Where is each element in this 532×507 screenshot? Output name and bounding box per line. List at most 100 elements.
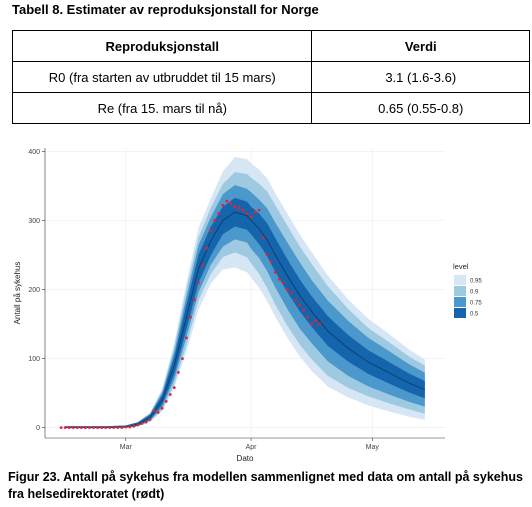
observed-point [67,426,71,430]
table-cell: 3.1 (1.6-3.6) [311,61,530,93]
table-cell: 0.65 (0.55-0.8) [311,92,530,124]
observed-point [193,298,196,302]
observed-point [185,336,188,340]
observed-point [116,426,120,430]
observed-point [148,417,152,421]
table-row: Re (fra 15. mars til nå) 0.65 (0.55-0.8) [11,92,530,124]
observed-point [63,426,67,430]
observed-point [128,425,132,429]
observed-point [108,426,112,430]
observed-point [302,308,305,312]
observed-point [221,203,225,207]
observed-point [172,386,176,389]
observed-point [241,208,245,212]
observed-point [229,201,233,205]
observed-point [281,281,285,285]
observed-point [112,426,116,430]
legend-title: level [453,262,469,271]
observed-points [59,199,322,430]
observed-point [132,424,136,428]
x-axis: Mar Apr May [45,437,445,451]
observed-point [100,426,103,430]
observed-point [189,315,192,319]
y-tick-label: 200 [28,287,40,294]
observed-point [71,426,75,430]
x-tick-label: Mar [120,444,133,451]
observed-point [136,423,140,427]
observed-point [197,281,200,285]
legend-label: 0.95 [470,279,482,285]
uncertainty-bands [65,157,425,428]
observed-point [273,270,277,274]
table-header-cell: Verdi [311,30,530,62]
legend-label: 0.75 [470,301,482,307]
observed-point [249,215,253,219]
y-tick-label: 0 [36,425,40,432]
hospital-chart: 0 100 200 300 400 Mar Apr May Dato Antall på s… [13,148,482,463]
observed-point [265,253,269,257]
legend-swatch [454,275,466,285]
table-cell: R0 (fra starten av utbruddet til 15 mars… [11,61,313,93]
y-tick-label: 100 [28,356,40,363]
legend-swatch [454,308,466,318]
observed-point [156,411,160,414]
observed-point [269,260,273,264]
observed-point [237,206,241,210]
observed-point [84,426,87,430]
observed-point [75,426,79,430]
observed-point [298,303,301,307]
observed-point [277,277,281,281]
observed-point [290,291,293,295]
observed-point [253,210,257,214]
observed-point [233,205,237,209]
x-axis-title: Dato [237,454,254,463]
observed-point [152,408,156,412]
median-line-group [65,211,425,429]
observed-point [104,426,108,430]
observed-point [164,400,168,403]
observed-point [88,426,91,430]
observed-point [79,426,83,430]
observed-point [205,246,209,250]
observed-point [318,322,322,326]
observed-point [168,393,172,396]
observed-point [201,263,204,267]
observed-point [310,322,314,326]
band-75 [65,185,425,428]
x-tick-label: Apr [246,444,258,451]
legend-swatch [454,286,466,296]
observed-point [209,229,213,233]
table-header-cell: Reproduksjonstall [11,30,313,62]
y-tick-label: 300 [28,218,40,225]
observed-point [92,426,95,430]
y-axis: 0 100 200 300 400 [28,148,46,438]
observed-point [144,420,148,424]
legend-swatch [454,297,466,307]
table-header-row: Reproduksjonstall Verdi [11,30,530,62]
observed-point [140,422,144,425]
legend: level 0.95 0.9 0.75 0.5 [453,262,482,318]
observed-point [306,315,310,319]
observed-point [245,212,249,215]
observed-point [124,425,128,429]
median-line [65,211,425,429]
legend-label: 0.5 [470,312,479,318]
observed-point [314,319,318,323]
y-axis-title: Antall på sykehus [13,262,22,325]
figure-caption: Figur 23. Antall på sykehus fra modellen… [8,470,523,501]
observed-point [261,236,265,240]
x-tick-label: May [366,444,380,451]
table-caption: Tabell 8. Estimater av reproduksjonstall… [12,2,319,17]
observed-point [286,288,289,291]
table-row: R0 (fra starten av utbruddet til 15 mars… [11,61,530,93]
observed-point [257,208,261,212]
observed-point [59,426,63,430]
observed-point [217,212,221,215]
y-tick-label: 400 [28,149,40,156]
observed-point [96,426,99,430]
observed-point [213,219,217,222]
table-cell: Re (fra 15. mars til nå) [11,92,313,124]
observed-point [176,371,180,374]
legend-label: 0.9 [470,290,479,296]
observed-point [180,357,184,360]
